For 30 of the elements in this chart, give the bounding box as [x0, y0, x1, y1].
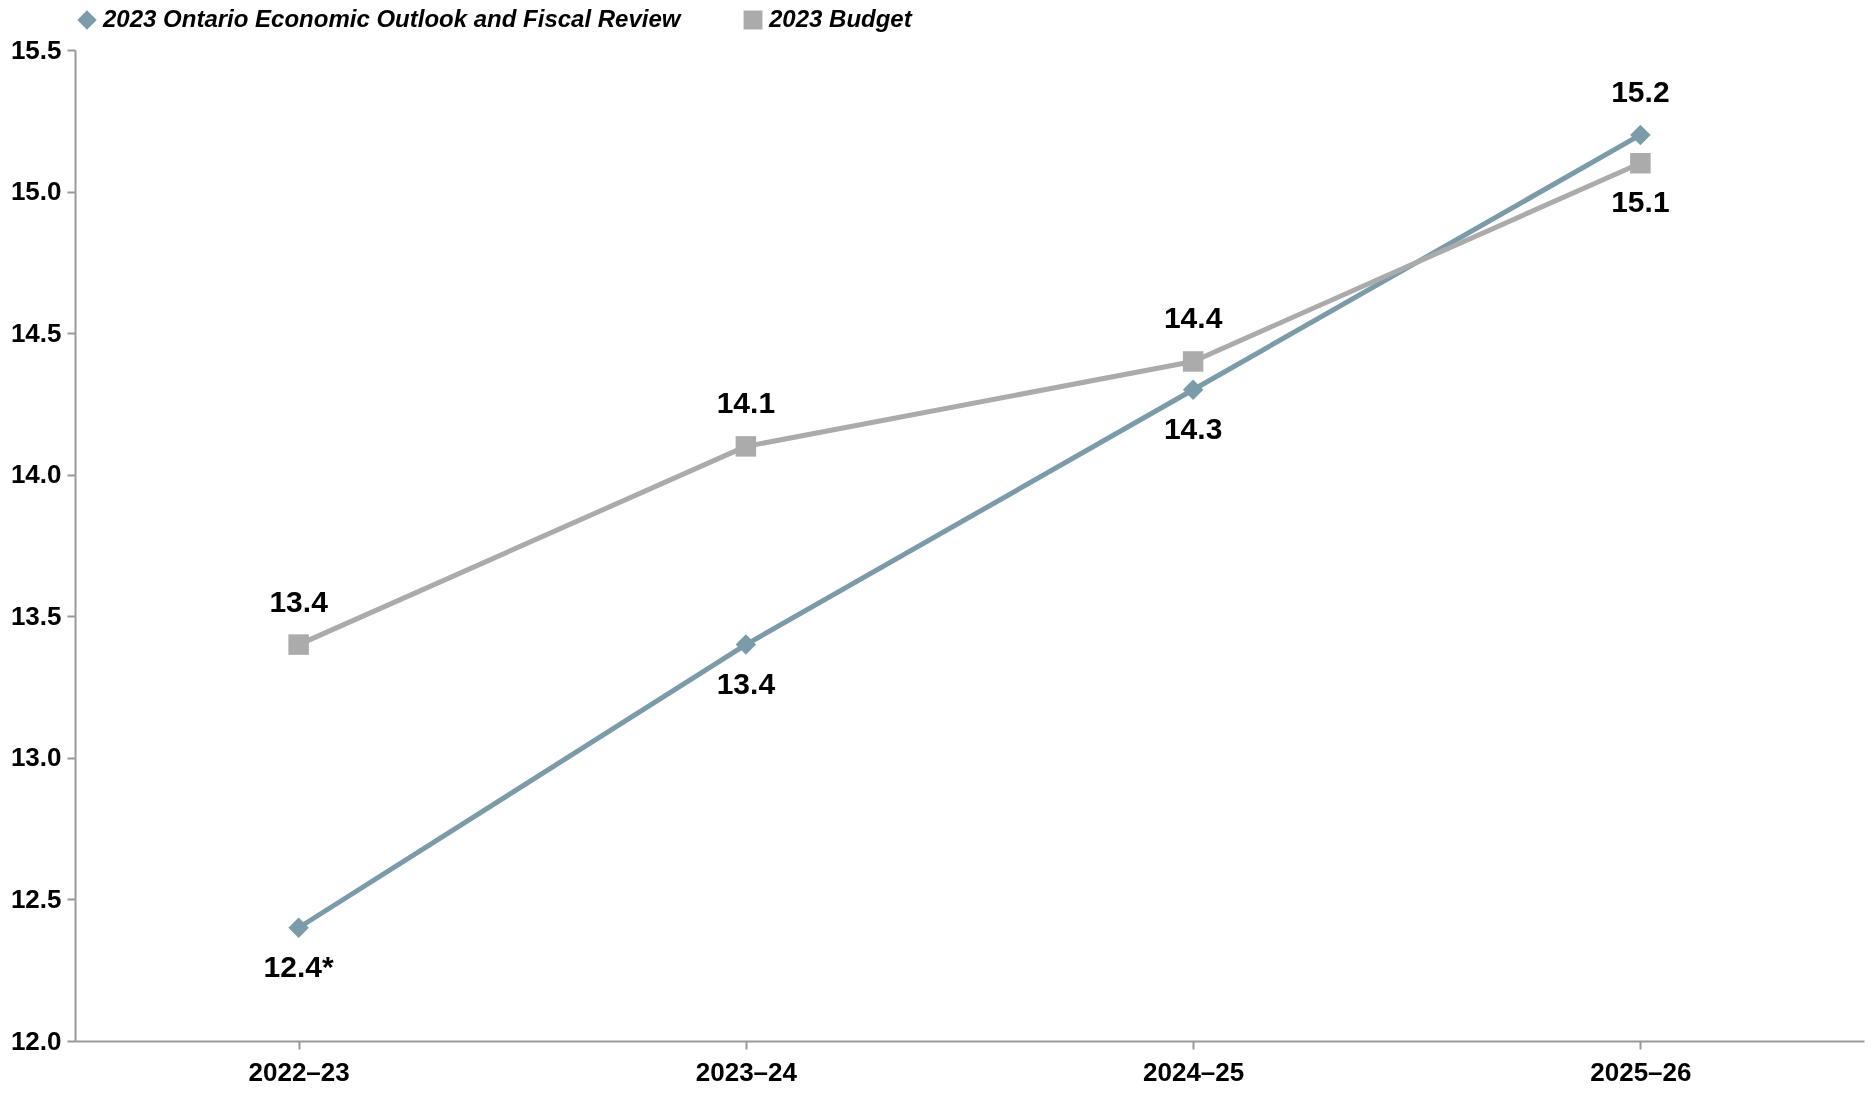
data-label: 13.4 [269, 584, 329, 618]
y-tick-label: 14.0 [10, 459, 62, 490]
data-label: 13.4 [716, 666, 776, 700]
point [735, 634, 757, 655]
legend-label: 2023 Ontario Economic Outlook and Fiscal Review [102, 5, 682, 32]
y-tick-label: 13.5 [10, 600, 62, 631]
y-tick-label: 12.5 [10, 883, 62, 914]
point [1630, 153, 1651, 174]
x-tick-label: 2024–25 [1143, 1056, 1245, 1087]
point [288, 917, 309, 938]
data-label: 14.4 [1163, 301, 1223, 335]
point [1182, 379, 1204, 401]
y-tick-label: 12.0 [10, 1025, 62, 1056]
x-tick-label: 2025–26 [1590, 1056, 1692, 1087]
point [735, 436, 757, 457]
y-tick-label: 13.0 [10, 742, 62, 773]
data-label: 12.4* [263, 949, 334, 983]
y-tick-label: 14.5 [10, 317, 62, 348]
y-tick-label: 15.0 [10, 176, 62, 207]
data-label: 15.2 [1611, 74, 1670, 108]
data-label: 14.1 [716, 386, 776, 420]
x-tick-label: 2022–23 [248, 1056, 350, 1087]
legend-label: 2023 Budget [768, 5, 913, 32]
point [1630, 124, 1651, 146]
x-tick-label: 2023–24 [695, 1056, 798, 1087]
data-label: 14.3 [1163, 411, 1223, 445]
point [288, 634, 309, 655]
y-tick-label: 15.5 [10, 34, 62, 65]
data-label: 15.1 [1611, 185, 1670, 219]
point [1182, 351, 1204, 372]
